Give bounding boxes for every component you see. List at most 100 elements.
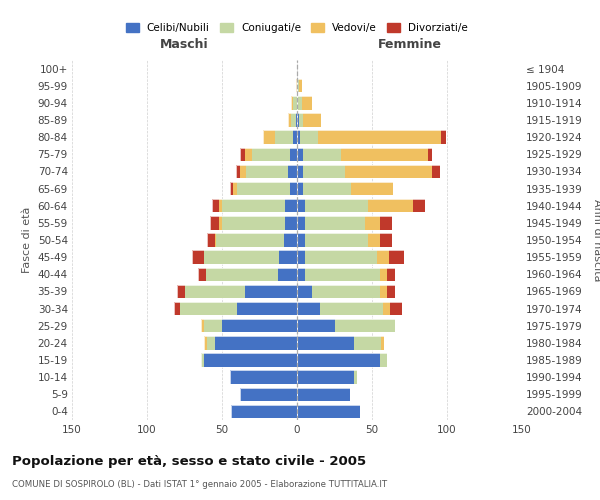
Bar [377, 250, 389, 264]
Bar [231, 404, 297, 418]
Bar [222, 199, 285, 212]
Bar [198, 268, 205, 281]
Bar [252, 148, 290, 161]
Bar [387, 284, 395, 298]
Bar [297, 234, 305, 246]
Bar [297, 79, 299, 92]
Bar [300, 130, 318, 144]
Bar [335, 319, 395, 332]
Bar [204, 336, 207, 349]
Bar [383, 302, 390, 316]
Bar [297, 250, 305, 264]
Bar [279, 250, 297, 264]
Bar [354, 370, 357, 384]
Bar [345, 164, 432, 178]
Bar [210, 216, 297, 230]
Bar [413, 199, 425, 212]
Bar [297, 114, 321, 126]
Bar [297, 148, 303, 161]
Bar [288, 164, 297, 178]
Bar [222, 216, 285, 230]
Bar [198, 268, 297, 281]
Bar [432, 164, 439, 178]
Bar [297, 388, 349, 401]
Bar [297, 96, 302, 110]
Bar [212, 199, 219, 212]
Bar [204, 354, 297, 366]
Bar [297, 164, 303, 178]
Bar [235, 164, 240, 178]
Bar [297, 404, 360, 418]
Bar [284, 234, 297, 246]
Bar [297, 79, 302, 92]
Bar [297, 199, 425, 212]
Bar [297, 404, 360, 418]
Bar [303, 164, 345, 178]
Bar [299, 114, 303, 126]
Text: Maschi: Maschi [160, 38, 209, 51]
Bar [297, 148, 432, 161]
Bar [297, 354, 387, 366]
Bar [204, 319, 222, 332]
Bar [297, 268, 395, 281]
Bar [290, 148, 297, 161]
Bar [233, 182, 237, 196]
Bar [297, 182, 393, 196]
Bar [303, 148, 341, 161]
Bar [297, 370, 357, 384]
Bar [291, 96, 293, 110]
Bar [303, 114, 321, 126]
Bar [291, 114, 296, 126]
Bar [237, 182, 290, 196]
Bar [341, 148, 427, 161]
Bar [192, 250, 297, 264]
Bar [215, 234, 216, 246]
Bar [222, 319, 297, 332]
Bar [245, 148, 252, 161]
Legend: Celibi/Nubili, Coniugati/e, Vedovi/e, Divorziati/e: Celibi/Nubili, Coniugati/e, Vedovi/e, Di… [122, 18, 472, 37]
Bar [297, 284, 312, 298]
Bar [192, 250, 204, 264]
Bar [297, 130, 445, 144]
Bar [297, 354, 380, 366]
Bar [246, 164, 288, 178]
Bar [296, 79, 297, 92]
Bar [201, 319, 204, 332]
Bar [240, 148, 297, 161]
Bar [305, 268, 380, 281]
Bar [201, 319, 297, 332]
Bar [229, 370, 297, 384]
Bar [212, 199, 297, 212]
Bar [380, 354, 387, 366]
Bar [365, 216, 380, 230]
Bar [297, 302, 320, 316]
Bar [296, 79, 297, 92]
Bar [235, 164, 297, 178]
Text: COMUNE DI SOSPIROLO (BL) - Dati ISTAT 1° gennaio 2005 - Elaborazione TUTTITALIA.: COMUNE DI SOSPIROLO (BL) - Dati ISTAT 1°… [12, 480, 387, 489]
Bar [297, 336, 354, 349]
Bar [290, 182, 297, 196]
Bar [174, 302, 180, 316]
Bar [381, 336, 384, 349]
Bar [390, 302, 402, 316]
Bar [318, 130, 441, 144]
Bar [245, 284, 297, 298]
Bar [297, 216, 305, 230]
Bar [297, 319, 335, 332]
Bar [229, 182, 233, 196]
Text: Femmine: Femmine [377, 38, 442, 51]
Bar [229, 370, 297, 384]
Bar [177, 284, 297, 298]
Bar [297, 268, 305, 281]
Bar [297, 216, 392, 230]
Bar [263, 130, 297, 144]
Bar [215, 336, 297, 349]
Bar [207, 336, 215, 349]
Bar [201, 354, 204, 366]
Bar [305, 216, 365, 230]
Bar [201, 354, 297, 366]
Y-axis label: Fasce di età: Fasce di età [22, 207, 32, 273]
Bar [210, 216, 219, 230]
Bar [229, 182, 297, 196]
Bar [380, 268, 387, 281]
